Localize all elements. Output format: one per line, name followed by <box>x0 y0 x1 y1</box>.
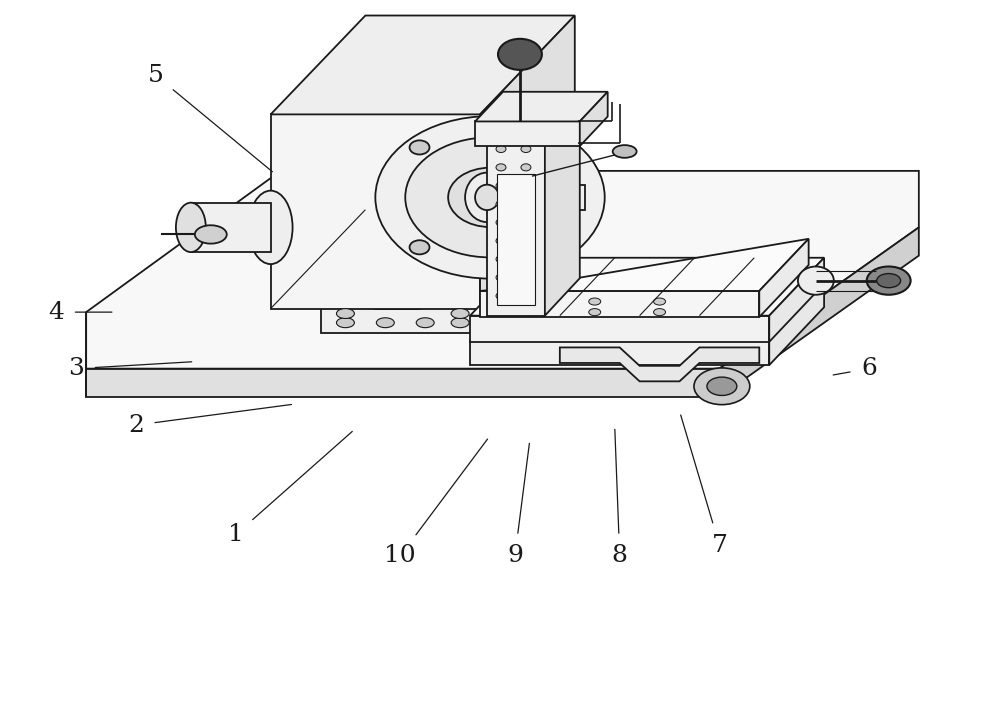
Polygon shape <box>487 105 580 143</box>
Ellipse shape <box>336 308 354 318</box>
Polygon shape <box>487 143 545 316</box>
Text: 1: 1 <box>228 431 352 546</box>
Text: 8: 8 <box>612 429 628 567</box>
Ellipse shape <box>496 219 506 226</box>
Ellipse shape <box>551 140 571 155</box>
Polygon shape <box>86 369 719 397</box>
Polygon shape <box>545 105 580 316</box>
Ellipse shape <box>496 256 506 263</box>
Ellipse shape <box>176 203 206 252</box>
Ellipse shape <box>798 267 834 295</box>
Polygon shape <box>560 347 759 381</box>
Polygon shape <box>191 203 271 252</box>
Ellipse shape <box>877 274 901 288</box>
Ellipse shape <box>451 308 469 318</box>
Ellipse shape <box>498 39 542 70</box>
Polygon shape <box>375 280 445 308</box>
Polygon shape <box>719 228 919 397</box>
Ellipse shape <box>521 182 531 189</box>
Text: 7: 7 <box>681 415 727 557</box>
Ellipse shape <box>521 292 531 299</box>
Ellipse shape <box>524 308 536 316</box>
Polygon shape <box>420 277 445 308</box>
Ellipse shape <box>410 140 429 155</box>
Ellipse shape <box>551 240 571 255</box>
Ellipse shape <box>524 298 536 305</box>
Text: 3: 3 <box>68 357 192 380</box>
Text: 6: 6 <box>833 357 877 380</box>
Polygon shape <box>480 16 575 308</box>
Ellipse shape <box>496 274 506 281</box>
Ellipse shape <box>375 116 605 279</box>
Ellipse shape <box>496 238 506 245</box>
Polygon shape <box>580 91 608 146</box>
Text: 10: 10 <box>384 439 488 567</box>
Polygon shape <box>470 258 824 316</box>
Ellipse shape <box>496 292 506 299</box>
Polygon shape <box>490 242 550 333</box>
Ellipse shape <box>405 138 575 257</box>
Polygon shape <box>470 340 769 365</box>
Ellipse shape <box>496 145 506 152</box>
Ellipse shape <box>451 318 469 328</box>
Polygon shape <box>470 282 824 340</box>
Text: 2: 2 <box>128 404 291 437</box>
Ellipse shape <box>376 318 394 328</box>
Ellipse shape <box>654 308 666 316</box>
Ellipse shape <box>410 240 429 255</box>
Polygon shape <box>487 184 585 210</box>
Ellipse shape <box>589 308 601 316</box>
Polygon shape <box>470 316 769 342</box>
Ellipse shape <box>521 238 531 245</box>
Polygon shape <box>769 282 824 365</box>
Ellipse shape <box>496 182 506 189</box>
Polygon shape <box>759 239 809 317</box>
Ellipse shape <box>496 164 506 171</box>
Text: 4: 4 <box>48 301 112 323</box>
Polygon shape <box>475 121 580 146</box>
Ellipse shape <box>521 274 531 281</box>
Text: 9: 9 <box>507 443 529 567</box>
Ellipse shape <box>336 318 354 328</box>
Ellipse shape <box>867 267 911 295</box>
Ellipse shape <box>521 164 531 171</box>
Polygon shape <box>320 242 550 305</box>
Polygon shape <box>480 239 809 291</box>
Polygon shape <box>271 114 480 308</box>
Ellipse shape <box>521 256 531 263</box>
Polygon shape <box>769 258 824 342</box>
Ellipse shape <box>589 298 601 305</box>
Ellipse shape <box>521 219 531 226</box>
Ellipse shape <box>416 318 434 328</box>
Ellipse shape <box>694 368 750 405</box>
Ellipse shape <box>613 145 637 158</box>
Ellipse shape <box>448 168 532 227</box>
Ellipse shape <box>249 191 293 264</box>
Ellipse shape <box>195 225 227 244</box>
Text: 5: 5 <box>148 64 272 172</box>
Polygon shape <box>320 305 490 333</box>
Ellipse shape <box>465 173 509 222</box>
Polygon shape <box>497 174 535 305</box>
Polygon shape <box>475 91 608 121</box>
Polygon shape <box>271 16 575 114</box>
Ellipse shape <box>654 298 666 305</box>
Ellipse shape <box>496 201 506 208</box>
Ellipse shape <box>521 145 531 152</box>
Ellipse shape <box>521 201 531 208</box>
Polygon shape <box>480 291 759 317</box>
Polygon shape <box>86 171 919 369</box>
Ellipse shape <box>475 184 499 210</box>
Polygon shape <box>375 305 420 308</box>
Ellipse shape <box>707 377 737 396</box>
